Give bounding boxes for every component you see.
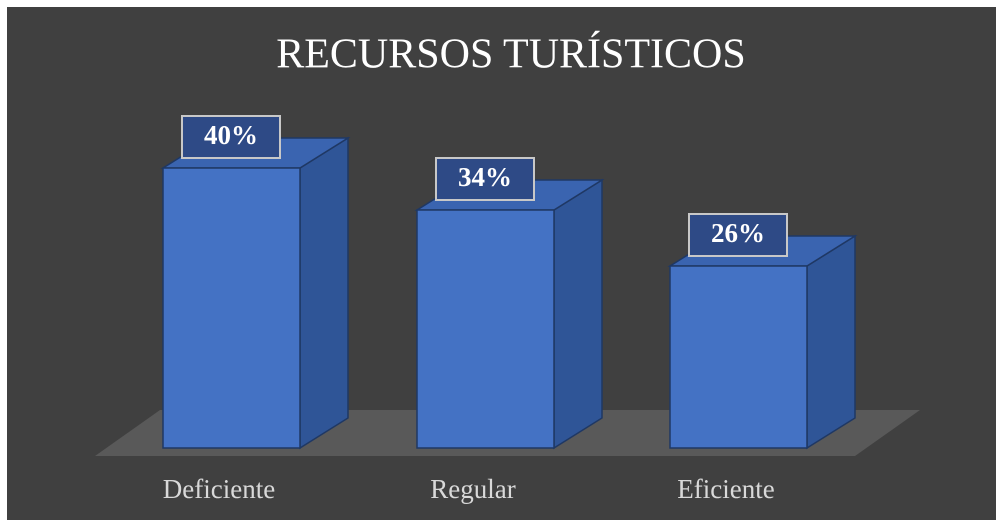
data-label-box — [181, 115, 281, 159]
data-label-box — [435, 157, 535, 201]
data-label-box — [688, 213, 788, 257]
x-tick-label: Deficiente — [163, 474, 275, 504]
bar — [414, 178, 605, 450]
bar-side — [806, 234, 856, 450]
bar-side — [299, 136, 349, 450]
bar — [160, 136, 351, 450]
bar-front — [162, 167, 301, 449]
data-label: 26% — [711, 218, 765, 248]
bar — [667, 234, 858, 450]
chart-title: RECURSOS TURÍSTICOS — [276, 31, 746, 78]
data-label: 40% — [204, 120, 258, 150]
data-label: 34% — [458, 162, 512, 192]
bar-side — [553, 178, 603, 450]
bar-front — [669, 265, 808, 449]
x-tick-label: Eficiente — [677, 474, 774, 504]
bar-front — [416, 209, 555, 449]
x-tick-label: Regular — [430, 474, 515, 504]
